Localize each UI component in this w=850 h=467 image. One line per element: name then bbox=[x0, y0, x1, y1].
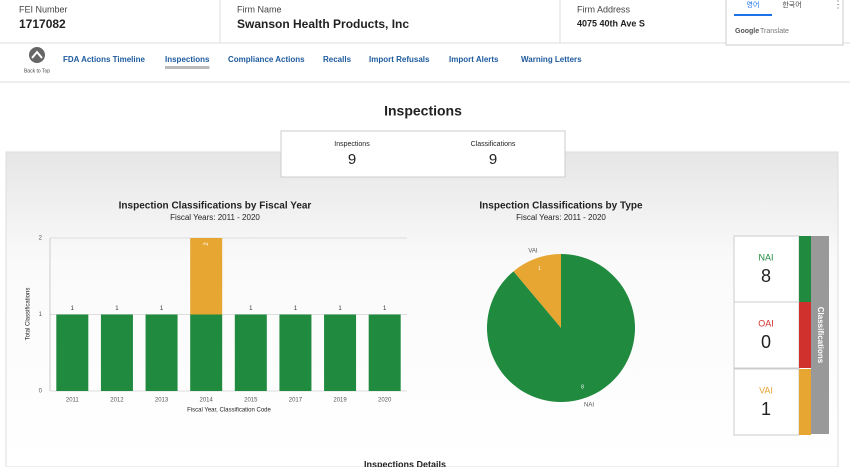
card-value: 1 bbox=[761, 399, 771, 419]
translate-widget bbox=[725, 0, 844, 46]
x-tick-label: 2019 bbox=[333, 398, 347, 404]
y-axis-label: Total Classifications bbox=[26, 288, 32, 341]
data-label: 1 bbox=[294, 306, 298, 312]
menu-icon[interactable]: ⋮ bbox=[833, 0, 843, 11]
back-label[interactable]: Back to Top bbox=[24, 68, 50, 74]
nav-link[interactable]: Inspections bbox=[165, 55, 210, 64]
card bbox=[733, 301, 800, 369]
card-color bbox=[799, 369, 811, 435]
side-bar bbox=[811, 236, 829, 434]
nav-link[interactable]: Compliance Actions bbox=[228, 55, 305, 64]
section-title: Inspections Details bbox=[364, 459, 446, 467]
label: FEI Number bbox=[19, 4, 68, 14]
data-label: 1 bbox=[160, 306, 164, 312]
x-axis-label: Fiscal Year, Classification Code bbox=[187, 408, 271, 414]
slice-value: 8 bbox=[581, 384, 584, 390]
data-label: 1 bbox=[115, 306, 119, 312]
summary-value: 9 bbox=[348, 151, 356, 168]
pie-slice bbox=[486, 254, 635, 403]
y-tick-label: 1 bbox=[39, 312, 43, 318]
card-value: 8 bbox=[761, 266, 771, 286]
card bbox=[733, 235, 800, 303]
x-tick-label: 2013 bbox=[155, 398, 169, 404]
brand: Translate bbox=[760, 28, 789, 35]
slice-label: NAI bbox=[584, 403, 594, 409]
bar-segment bbox=[190, 314, 223, 391]
value: 1717082 bbox=[19, 17, 66, 31]
data-label: 1 bbox=[71, 306, 75, 312]
tab[interactable]: 영어 bbox=[747, 0, 760, 9]
card-color bbox=[799, 236, 811, 302]
value: Swanson Health Products, Inc bbox=[237, 17, 409, 31]
card-label: NAI bbox=[758, 252, 773, 262]
summary-box bbox=[280, 130, 566, 178]
chart-title: Inspection Classifications by Fiscal Yea… bbox=[119, 201, 312, 212]
bar-segment bbox=[145, 314, 178, 391]
side-label: Classifications bbox=[816, 307, 825, 364]
x-tick-label: 2017 bbox=[289, 398, 303, 404]
data-label: 2 bbox=[204, 242, 210, 246]
chart-subtitle: Fiscal Years: 2011 - 2020 bbox=[170, 213, 260, 222]
x-tick-label: 2014 bbox=[200, 398, 214, 404]
data-label: 1 bbox=[338, 306, 342, 312]
label: Firm Address bbox=[577, 4, 631, 14]
bar-segment bbox=[234, 314, 267, 391]
bar-segment bbox=[279, 314, 312, 391]
x-tick-label: 2012 bbox=[110, 398, 124, 404]
nav-link[interactable]: Import Refusals bbox=[369, 55, 430, 64]
nav-link[interactable]: FDA Actions Timeline bbox=[63, 55, 145, 64]
summary-value: 9 bbox=[489, 151, 497, 168]
slice-label: VAI bbox=[528, 249, 538, 255]
summary-label: Inspections bbox=[334, 141, 370, 148]
slice-value: 1 bbox=[538, 266, 541, 272]
pie-slice bbox=[513, 254, 561, 328]
value: 4075 40th Ave S bbox=[577, 18, 645, 28]
chart-subtitle: Fiscal Years: 2011 - 2020 bbox=[516, 213, 606, 222]
y-tick-label: 2 bbox=[39, 236, 43, 242]
back-to-top[interactable] bbox=[29, 47, 45, 63]
card-color bbox=[799, 302, 811, 368]
data-label: 1 bbox=[383, 306, 387, 312]
card-label: OAI bbox=[758, 318, 774, 328]
card-label: VAI bbox=[759, 385, 773, 395]
data-label: 1 bbox=[249, 306, 253, 312]
summary-label: Classifications bbox=[471, 141, 516, 148]
card-value: 0 bbox=[761, 332, 771, 352]
x-tick-label: 2011 bbox=[66, 398, 80, 404]
bar-segment bbox=[100, 314, 133, 391]
nav-link[interactable]: Import Alerts bbox=[449, 55, 499, 64]
brand: Google bbox=[735, 28, 759, 35]
y-tick-label: 0 bbox=[39, 389, 43, 395]
page-title: Inspections bbox=[384, 103, 462, 119]
chart-panel bbox=[5, 151, 839, 467]
chart-title: Inspection Classifications by Type bbox=[479, 201, 643, 212]
x-tick-label: 2020 bbox=[378, 398, 392, 404]
nav-link[interactable]: Warning Letters bbox=[521, 55, 582, 64]
bar-segment bbox=[56, 314, 89, 391]
tab[interactable]: 한국어 bbox=[782, 0, 801, 9]
card bbox=[733, 368, 800, 436]
nav-link[interactable]: Recalls bbox=[323, 55, 352, 64]
label: Firm Name bbox=[237, 4, 282, 14]
bar-segment bbox=[190, 238, 223, 315]
x-tick-label: 2015 bbox=[244, 398, 258, 404]
active-underline bbox=[165, 66, 210, 69]
bar-segment bbox=[324, 314, 357, 391]
bar-segment bbox=[368, 314, 401, 391]
